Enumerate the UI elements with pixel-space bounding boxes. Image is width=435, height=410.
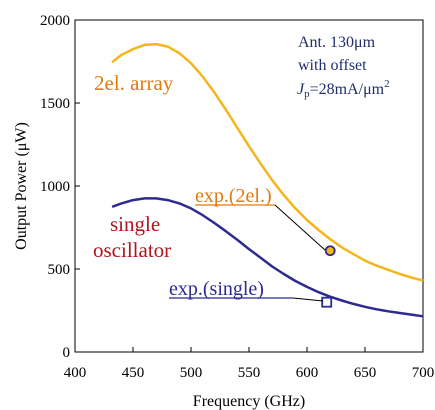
x-tick-label: 550 [238,365,261,381]
condition-value: =28mA/μm [310,81,385,98]
x-axis-label: Frequency (GHz) [193,393,305,410]
x-tick-label: 450 [122,365,145,381]
y-tick-label: 500 [48,262,71,278]
condition-exponent: 2 [384,78,390,90]
single-series-label-line2: oscillator [93,238,171,262]
array-series-label: 2el. array [94,71,174,95]
series-line-2el-array [111,42,424,282]
single-series-label-line1: single [110,212,160,236]
condition-j: J [297,81,305,98]
x-tick-label: 500 [180,365,203,381]
point-exp-2el [324,245,336,257]
x-axis: 400 450 500 550 600 650 700 [64,347,435,381]
x-tick-label: 600 [296,365,319,381]
y-axis: 0 500 1000 1500 2000 [40,13,80,361]
series-layer [111,42,424,318]
x-tick-label: 650 [354,365,377,381]
y-axis-label: Output Power (μW) [13,122,30,250]
exp-2el-label: exp.(2el.) [195,185,272,207]
y-tick-label: 1500 [40,96,70,112]
condition-offset: with offset [298,57,367,74]
point-exp-single [321,296,333,308]
y-tick-label: 1000 [40,179,70,195]
x-tick-label: 400 [64,365,87,381]
condition-j-sub: p [304,88,310,100]
exp-single-label: exp.(single) [169,278,264,300]
y-tick-label: 2000 [40,13,70,29]
condition-antenna: Ant. 130μm [298,34,376,51]
exp-2el-leader [274,204,326,251]
y-tick-label: 0 [63,345,71,361]
exp-single-leader [292,297,324,302]
x-tick-label: 700 [412,365,435,381]
points-layer [321,245,336,308]
condition-current-density: Jp=28mA/μm2 [297,78,390,100]
series-line-single-oscillator [111,197,424,318]
